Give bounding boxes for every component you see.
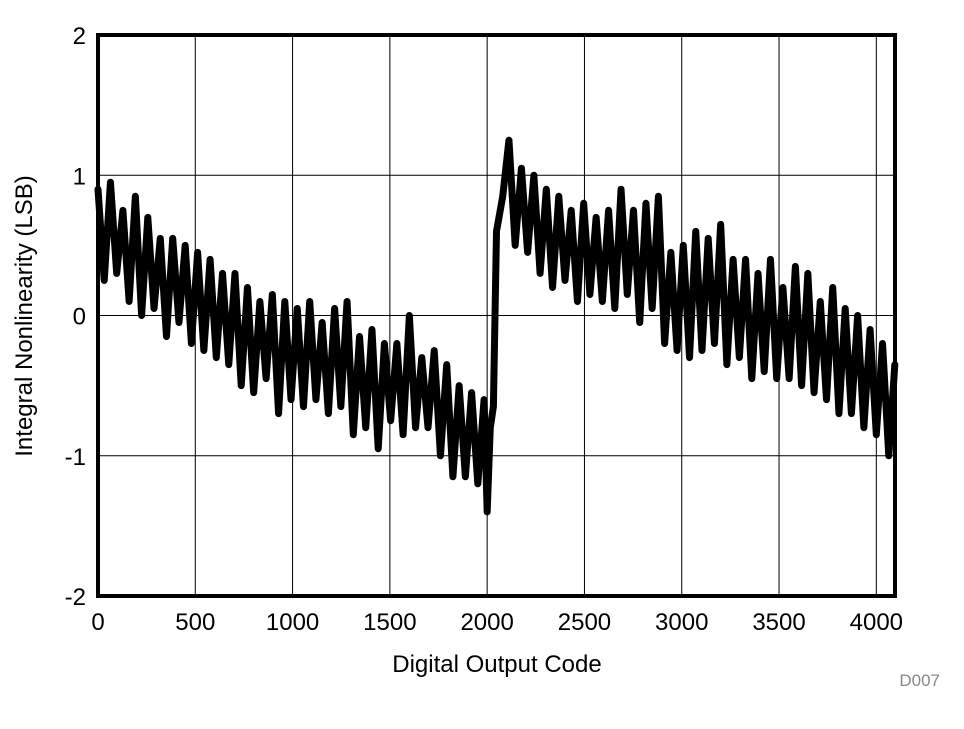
y-tick-label: 1 bbox=[73, 163, 86, 190]
y-axis-title: Integral Nonlinearity (LSB) bbox=[11, 175, 38, 456]
x-tick-label: 0 bbox=[91, 609, 104, 636]
x-tick-label: 2500 bbox=[558, 609, 611, 636]
x-tick-label: 1500 bbox=[363, 609, 416, 636]
y-tick-label: -1 bbox=[65, 444, 86, 471]
y-tick-label: 2 bbox=[73, 23, 86, 50]
x-tick-label: 500 bbox=[175, 609, 215, 636]
x-tick-label: 1000 bbox=[266, 609, 319, 636]
y-tick-label: -2 bbox=[65, 584, 86, 611]
data-line bbox=[94, 136, 899, 516]
x-tick-label: 3000 bbox=[655, 609, 708, 636]
figure-id: D007 bbox=[899, 671, 940, 690]
y-tick-label: 0 bbox=[73, 304, 86, 331]
x-tick-label: 2000 bbox=[460, 609, 513, 636]
x-tick-label: 4000 bbox=[850, 609, 903, 636]
plot-frame bbox=[96, 33, 897, 598]
x-axis-title: Digital Output Code bbox=[392, 651, 601, 678]
x-tick-label: 3500 bbox=[752, 609, 805, 636]
